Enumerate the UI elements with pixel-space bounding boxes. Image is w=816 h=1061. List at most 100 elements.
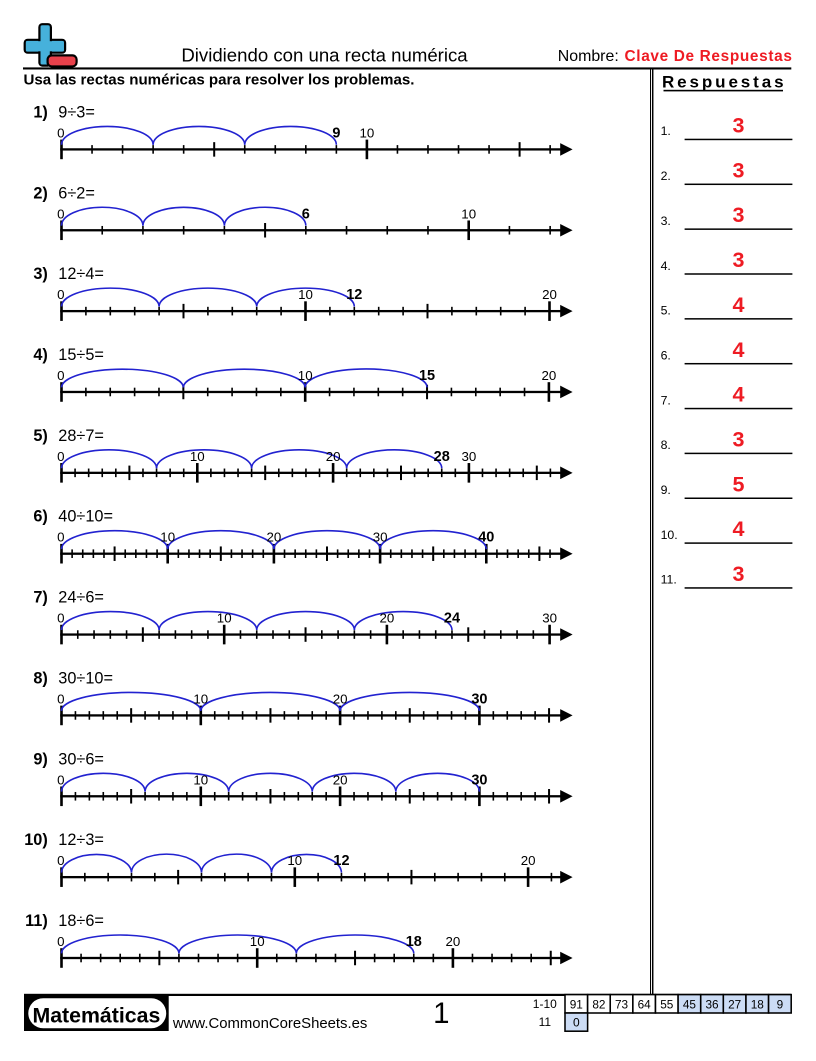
svg-text:40÷10=: 40÷10= bbox=[58, 508, 113, 526]
svg-text:10: 10 bbox=[461, 206, 476, 221]
svg-text:9: 9 bbox=[332, 125, 340, 141]
svg-text:20: 20 bbox=[542, 287, 557, 302]
svg-text:30: 30 bbox=[542, 611, 557, 626]
svg-text:10): 10) bbox=[24, 831, 48, 849]
svg-text:73: 73 bbox=[615, 997, 629, 1011]
svg-text:3: 3 bbox=[733, 203, 745, 227]
svg-text:2.: 2. bbox=[661, 169, 671, 183]
svg-text:4.: 4. bbox=[661, 259, 671, 273]
svg-text:12÷3=: 12÷3= bbox=[58, 831, 104, 849]
svg-text:30÷6=: 30÷6= bbox=[58, 750, 104, 768]
svg-text:8): 8) bbox=[33, 669, 47, 687]
svg-text:0: 0 bbox=[57, 611, 64, 626]
svg-text:30: 30 bbox=[462, 449, 477, 464]
svg-text:7.: 7. bbox=[661, 393, 671, 407]
svg-text:0: 0 bbox=[57, 206, 64, 221]
svg-text:10: 10 bbox=[250, 934, 265, 949]
svg-text:18: 18 bbox=[751, 997, 765, 1011]
svg-text:11.: 11. bbox=[661, 573, 677, 587]
svg-text:5.: 5. bbox=[661, 304, 671, 318]
svg-text:24: 24 bbox=[444, 611, 460, 627]
svg-text:9): 9) bbox=[33, 750, 47, 768]
svg-text:10: 10 bbox=[193, 772, 208, 787]
svg-text:3: 3 bbox=[733, 562, 745, 586]
svg-text:0: 0 bbox=[57, 772, 64, 787]
svg-text:30: 30 bbox=[373, 530, 388, 545]
svg-text:20: 20 bbox=[333, 772, 348, 787]
svg-text:3: 3 bbox=[733, 114, 745, 138]
svg-text:40: 40 bbox=[478, 530, 494, 546]
svg-text:4: 4 bbox=[733, 293, 745, 317]
svg-text:20: 20 bbox=[521, 853, 536, 868]
svg-text:Matemáticas: Matemáticas bbox=[32, 1003, 160, 1027]
svg-text:64: 64 bbox=[638, 997, 652, 1011]
svg-text:8.: 8. bbox=[661, 438, 671, 452]
svg-text:5: 5 bbox=[733, 472, 745, 496]
svg-text:10: 10 bbox=[160, 530, 175, 545]
svg-text:10: 10 bbox=[287, 853, 302, 868]
svg-text:20: 20 bbox=[446, 934, 461, 949]
svg-text:4: 4 bbox=[733, 338, 745, 362]
svg-text:Clave De Respuestas: Clave De Respuestas bbox=[625, 48, 793, 65]
svg-text:0: 0 bbox=[57, 691, 64, 706]
svg-text:10: 10 bbox=[190, 449, 205, 464]
svg-text:6÷2=: 6÷2= bbox=[58, 184, 95, 202]
svg-text:28: 28 bbox=[434, 449, 450, 465]
svg-text:4): 4) bbox=[33, 346, 47, 364]
svg-text:3.: 3. bbox=[661, 214, 671, 228]
svg-text:6: 6 bbox=[302, 206, 310, 222]
svg-text:10: 10 bbox=[193, 691, 208, 706]
svg-text:9: 9 bbox=[777, 997, 784, 1011]
svg-text:45: 45 bbox=[683, 997, 697, 1011]
svg-text:6.: 6. bbox=[661, 348, 671, 362]
svg-text:30: 30 bbox=[471, 691, 487, 707]
svg-text:10: 10 bbox=[298, 287, 313, 302]
svg-text:1.: 1. bbox=[661, 124, 671, 138]
svg-text:55: 55 bbox=[660, 997, 674, 1011]
svg-text:0: 0 bbox=[57, 934, 64, 949]
svg-text:7): 7) bbox=[33, 589, 47, 607]
svg-text:12÷4=: 12÷4= bbox=[58, 265, 104, 283]
svg-text:0: 0 bbox=[57, 125, 64, 140]
svg-text:30÷10=: 30÷10= bbox=[58, 669, 113, 687]
svg-text:30: 30 bbox=[471, 772, 487, 788]
svg-text:0: 0 bbox=[57, 530, 64, 545]
svg-text:1-10: 1-10 bbox=[533, 997, 557, 1011]
svg-text:9.: 9. bbox=[661, 483, 671, 497]
svg-text:10: 10 bbox=[360, 125, 375, 140]
svg-text:3: 3 bbox=[733, 158, 745, 182]
svg-text:12: 12 bbox=[346, 287, 362, 303]
svg-text:4: 4 bbox=[733, 517, 745, 541]
svg-text:18÷6=: 18÷6= bbox=[58, 912, 104, 930]
svg-text:Nombre:: Nombre: bbox=[558, 48, 619, 65]
svg-text:15÷5=: 15÷5= bbox=[58, 346, 104, 364]
svg-text:20: 20 bbox=[333, 691, 348, 706]
svg-text:0: 0 bbox=[57, 368, 64, 383]
svg-text:10.: 10. bbox=[661, 528, 678, 542]
svg-text:1): 1) bbox=[33, 103, 47, 121]
svg-text:5): 5) bbox=[33, 427, 47, 445]
svg-text:36: 36 bbox=[705, 997, 719, 1011]
svg-text:20: 20 bbox=[542, 368, 557, 383]
svg-text:3: 3 bbox=[733, 427, 745, 451]
svg-text:Usa las rectas numéricas para: Usa las rectas numéricas para resolver l… bbox=[24, 71, 415, 88]
svg-text:3: 3 bbox=[733, 248, 745, 272]
svg-text:27: 27 bbox=[728, 997, 741, 1011]
svg-text:0: 0 bbox=[57, 449, 64, 464]
svg-text:6): 6) bbox=[33, 508, 47, 526]
svg-text:20: 20 bbox=[326, 449, 341, 464]
svg-text:9÷3=: 9÷3= bbox=[58, 103, 95, 121]
svg-text:20: 20 bbox=[267, 530, 282, 545]
svg-text:3): 3) bbox=[33, 265, 47, 283]
svg-text:4: 4 bbox=[733, 383, 745, 407]
svg-text:20: 20 bbox=[380, 611, 395, 626]
svg-text:Dividiendo con una recta numér: Dividiendo con una recta numérica bbox=[181, 45, 468, 66]
svg-text:11: 11 bbox=[539, 1015, 552, 1029]
svg-text:0: 0 bbox=[573, 1015, 580, 1029]
svg-text:0: 0 bbox=[57, 287, 64, 302]
svg-text:11): 11) bbox=[25, 912, 48, 930]
svg-text:82: 82 bbox=[592, 997, 605, 1011]
svg-text:1: 1 bbox=[433, 997, 449, 1030]
svg-text:10: 10 bbox=[217, 611, 232, 626]
svg-text:12: 12 bbox=[333, 853, 349, 869]
